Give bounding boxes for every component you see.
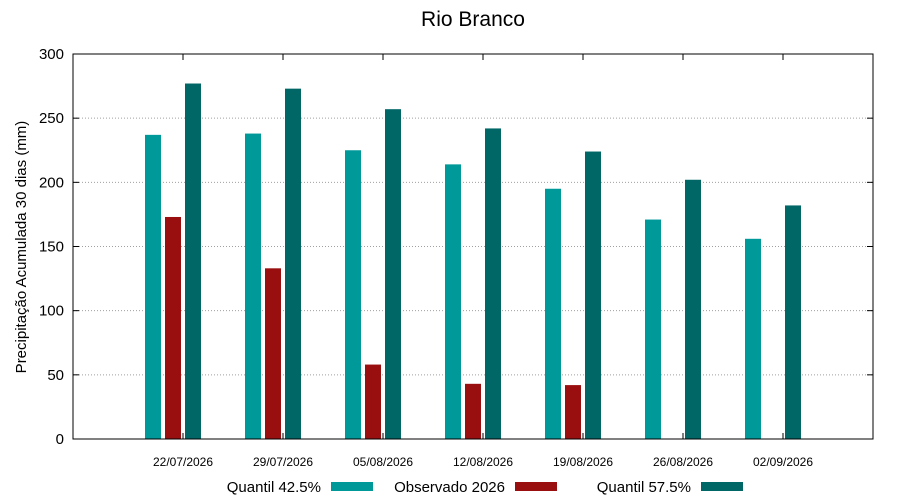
bar-quantil-42-5 [145,134,161,439]
bar-quantil-42-5 [445,164,461,439]
bars [145,83,801,440]
grid-lines [73,117,873,376]
legend-label: Observado 2026 [394,479,505,496]
legend-swatch [515,482,557,491]
bar-observado-2026 [565,385,581,439]
bar-quantil-57-5 [385,109,401,439]
legend-label: Quantil 57.5% [597,479,691,496]
legend-swatch [331,482,373,491]
bar-quantil-42-5 [245,133,261,440]
bar-quantil-57-5 [785,205,801,439]
bar-quantil-57-5 [485,128,501,439]
x-tick-label: 02/09/2026 [753,455,813,469]
bar-observado-2026 [265,268,281,439]
x-tick-label: 29/07/2026 [253,455,313,469]
bar-observado-2026 [365,364,381,439]
bar-quantil-42-5 [645,219,661,439]
bar-quantil-57-5 [685,179,701,439]
bar-observado-2026 [165,216,181,439]
legend-swatch [701,482,743,491]
y-axis-ticks: 0 50 100 150 200 250 300 [39,46,873,448]
x-tick-label: 22/07/2026 [153,455,213,469]
bar-quantil-42-5 [745,238,761,439]
bar-quantil-42-5 [345,150,361,439]
bar-quantil-57-5 [285,88,301,440]
bar-quantil-57-5 [185,83,201,440]
x-tick-label: 19/08/2026 [553,455,613,469]
y-tick-label: 100 [39,303,64,320]
x-axis-ticks: 22/07/2026 29/07/2026 05/08/2026 12/08/2026… [153,54,813,469]
chart-title: Rio Branco [421,8,525,31]
bar-quantil-57-5 [585,151,601,440]
bar-quantil-42-5 [545,188,561,439]
x-tick-label: 26/08/2026 [653,455,713,469]
y-tick-label: 0 [56,431,64,448]
y-tick-label: 50 [47,367,64,384]
x-tick-label: 05/08/2026 [353,455,413,469]
y-axis-label: Precipitação Acumulada 30 dias (mm) [13,121,30,374]
y-tick-label: 200 [39,174,64,191]
y-tick-label: 300 [39,46,64,63]
legend: Quantil 42.5% Observado 2026 Quantil 57.5% [227,479,743,496]
y-tick-label: 250 [39,110,64,127]
bar-observado-2026 [465,383,481,439]
y-tick-label: 150 [39,239,64,256]
x-tick-label: 12/08/2026 [453,455,513,469]
legend-label: Quantil 42.5% [227,479,321,496]
